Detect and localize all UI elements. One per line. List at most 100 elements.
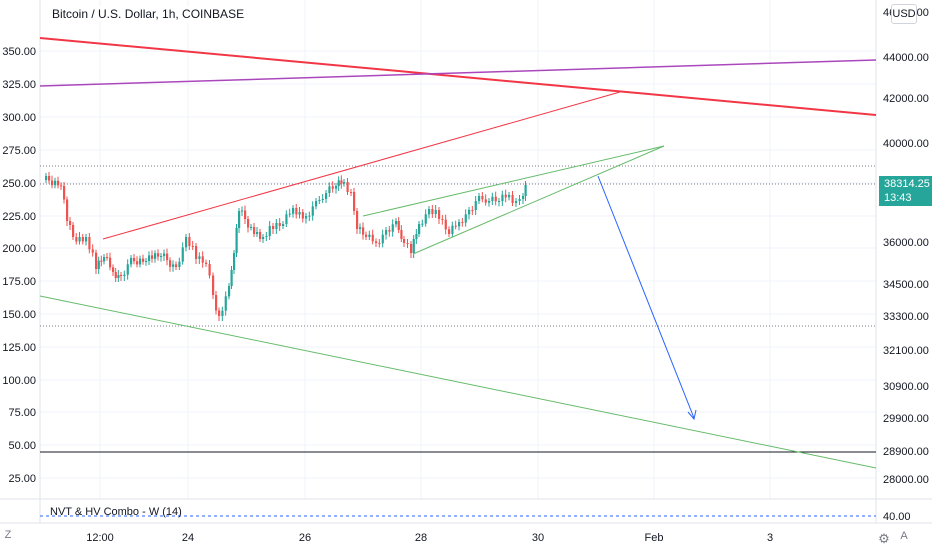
candle-body xyxy=(45,176,48,180)
candle-body xyxy=(181,247,184,262)
timezone-button[interactable]: Z xyxy=(4,529,12,541)
candle-body xyxy=(282,224,285,226)
candle-body xyxy=(100,260,103,262)
wedge-lower-line[interactable] xyxy=(412,145,665,255)
candle-body xyxy=(265,236,268,237)
left-axis-tick: 175.00 xyxy=(2,276,36,288)
time-axis-tick: 28 xyxy=(415,532,427,544)
price-axis-tick: 29900.00 xyxy=(883,413,929,425)
candle-body xyxy=(346,182,349,192)
candle-body xyxy=(504,194,507,198)
candle-body xyxy=(400,230,403,239)
candle-body xyxy=(72,225,75,237)
candle-body xyxy=(117,275,120,278)
price-axis-tick: 30900.00 xyxy=(883,381,929,393)
left-axis-tick: 250.00 xyxy=(2,178,36,190)
candle-body xyxy=(88,237,91,250)
left-axis-tick: 25.00 xyxy=(8,473,36,485)
left-axis-tick: 275.00 xyxy=(2,145,36,157)
projection-arrow-head xyxy=(687,409,697,421)
candle-body xyxy=(66,199,69,221)
price-axis-tick: 34500.00 xyxy=(883,279,929,291)
candle-body xyxy=(133,258,136,262)
candle-body xyxy=(195,246,198,259)
candle-body xyxy=(106,257,109,258)
candle-body xyxy=(175,264,178,267)
candle-body xyxy=(474,201,477,210)
indicator-legend[interactable]: NVT & HV Combo - W (14) xyxy=(50,506,182,518)
left-axis-tick: 350.00 xyxy=(2,46,36,58)
candle-body xyxy=(298,212,301,215)
candle-body xyxy=(359,227,362,229)
candle-body xyxy=(448,229,451,234)
candle-body xyxy=(250,227,253,228)
candle-body xyxy=(54,180,57,186)
purple-trendline[interactable] xyxy=(39,59,877,87)
left-axis-tick: 225.00 xyxy=(2,211,36,223)
candle-body xyxy=(308,215,311,217)
candle-body xyxy=(424,214,427,224)
candle-body xyxy=(160,256,163,257)
candle-body xyxy=(57,180,60,186)
price-axis-tick: 42000.00 xyxy=(883,93,929,105)
candle-body xyxy=(109,257,112,268)
red-upper-channel-line[interactable] xyxy=(102,91,621,240)
candle-body xyxy=(295,208,298,215)
candle-body xyxy=(259,232,262,239)
candle-body xyxy=(412,239,415,253)
candle-body xyxy=(123,274,126,276)
candle-body xyxy=(343,182,346,184)
candle-body xyxy=(81,237,84,242)
candle-body xyxy=(275,223,278,229)
left-axis-tick: 100.00 xyxy=(2,375,36,387)
last-price-value: 38314.25 xyxy=(884,178,930,190)
candle-body xyxy=(318,200,321,201)
candle-body xyxy=(169,260,172,267)
candle-body xyxy=(166,253,169,261)
candle-body xyxy=(410,244,413,253)
candle-body xyxy=(97,260,100,269)
long-resistance-trendline[interactable] xyxy=(39,37,877,116)
candle-body xyxy=(253,227,256,234)
candle-body xyxy=(391,224,394,232)
candle-body xyxy=(91,249,94,253)
wedge-upper-line[interactable] xyxy=(362,145,665,217)
candles-group xyxy=(45,172,527,321)
candle-body xyxy=(518,199,521,201)
candle-body xyxy=(139,258,142,265)
candle-body xyxy=(247,219,250,228)
candle-body xyxy=(438,210,441,219)
currency-button[interactable]: USD xyxy=(891,4,917,24)
candle-body xyxy=(524,185,527,196)
candle-body xyxy=(375,241,378,243)
candle-body xyxy=(335,186,338,189)
projection-arrow[interactable] xyxy=(597,175,695,419)
candle-body xyxy=(256,232,259,234)
candle-body xyxy=(292,208,295,214)
candle-body xyxy=(188,237,191,246)
gear-icon[interactable]: ⚙ xyxy=(878,531,890,546)
candle-body xyxy=(328,186,331,193)
candle-body xyxy=(285,214,288,224)
candle-body xyxy=(305,216,308,219)
candle-body xyxy=(395,221,398,225)
candle-body xyxy=(340,180,343,184)
auto-scale-button[interactable]: A xyxy=(900,530,908,542)
candle-body xyxy=(201,256,204,263)
candle-body xyxy=(198,256,201,259)
green-lower-channel-line[interactable] xyxy=(39,295,877,469)
candle-body xyxy=(431,209,434,214)
candle-body xyxy=(60,185,63,187)
candle-body xyxy=(522,196,525,199)
candle-body xyxy=(163,253,166,256)
candle-body xyxy=(278,223,281,226)
time-axis-tick: 12:00 xyxy=(86,532,114,544)
candle-body xyxy=(491,196,494,201)
candle-body xyxy=(218,310,221,316)
candle-body xyxy=(403,239,406,243)
candle-body xyxy=(381,234,384,244)
candle-body xyxy=(221,310,224,316)
time-axis-tick: 24 xyxy=(182,532,194,544)
candle-body xyxy=(95,252,98,269)
